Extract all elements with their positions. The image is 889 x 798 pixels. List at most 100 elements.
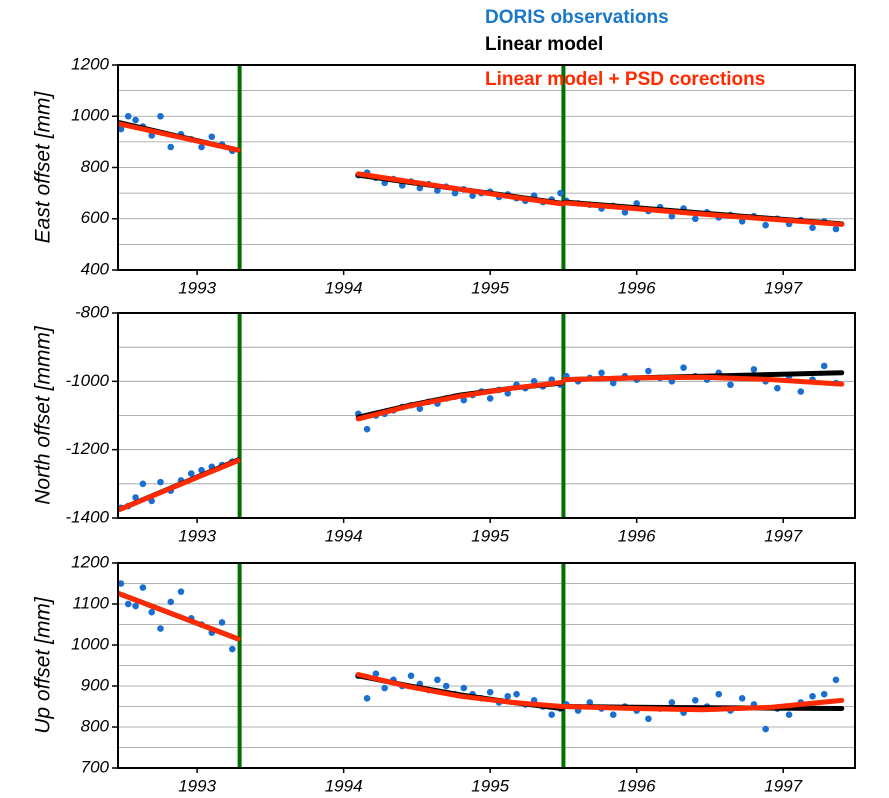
observation-point: [416, 405, 424, 412]
x-tick-label: 1995: [471, 776, 509, 795]
y-tick-label: -1000: [66, 371, 110, 390]
y-tick-label: -1200: [66, 439, 110, 458]
observation-point: [715, 690, 723, 698]
observation-point: [820, 362, 828, 370]
observation-point: [228, 645, 236, 653]
y-axis-label: Up offset [mm]: [32, 596, 55, 734]
observation-point: [451, 189, 459, 197]
observation-point: [139, 584, 147, 591]
observation-point: [727, 381, 734, 389]
observation-point: [117, 580, 125, 587]
observation-point: [621, 209, 629, 216]
panel: 700 800 900 1000 1100 1200 1993 1994 1995 1996 199…: [32, 552, 856, 795]
observation-point: [809, 692, 816, 700]
observation-point: [124, 600, 132, 608]
observation-point: [557, 189, 564, 197]
observation-point: [460, 396, 468, 404]
observation-point: [738, 695, 746, 702]
model-line: [117, 121, 845, 227]
observation-point: [434, 676, 441, 684]
observation-point: [218, 619, 226, 626]
observation-point: [139, 480, 147, 488]
panel: 400 600 800 1000 1200 1993 1994 1995 1996 1997 Eas…: [32, 54, 856, 297]
x-tick-label: 1997: [764, 278, 802, 297]
observation-point: [208, 133, 216, 141]
y-tick-label: 800: [81, 157, 110, 176]
observation-point: [124, 112, 132, 120]
observation-point: [513, 690, 520, 698]
observation-point: [167, 143, 175, 151]
observation-point: [820, 690, 828, 698]
y-axis-label: North offset [mmm]: [32, 325, 55, 505]
x-tick-label: 1995: [471, 526, 509, 545]
observation-point: [609, 379, 617, 387]
x-tick-label: 1994: [325, 278, 363, 297]
x-tick-label: 1993: [178, 776, 216, 795]
x-tick-label: 1996: [618, 278, 656, 297]
x-tick-label: 1996: [618, 526, 656, 545]
observation-point: [363, 695, 371, 702]
observation-point: [132, 602, 139, 610]
observation-point: [372, 670, 380, 677]
observation-point: [363, 425, 371, 433]
model-line: [117, 374, 845, 512]
x-tick-label: 1995: [471, 278, 509, 297]
observation-point: [460, 684, 468, 692]
observation-point: [668, 212, 676, 220]
observation-point: [691, 697, 699, 704]
observation-point: [586, 699, 594, 706]
x-tick-label: 1997: [764, 526, 802, 545]
observation-point: [469, 192, 476, 199]
observation-point: [117, 125, 125, 133]
observation-point: [442, 682, 450, 690]
observation-point: [774, 384, 781, 392]
observation-point: [832, 225, 840, 233]
observation-point: [548, 711, 556, 718]
observation-point: [598, 369, 605, 377]
observation-point: [609, 711, 617, 718]
observation-point: [832, 676, 840, 684]
x-tick-label: 1997: [764, 776, 802, 795]
observation-point: [434, 187, 441, 194]
y-tick-label: 1000: [71, 106, 109, 125]
observation-point: [157, 478, 164, 486]
y-tick-label: 400: [81, 259, 110, 278]
panel: -1400 -1200 -1000 -800 1993 1994 1995 1996 1997 N…: [32, 302, 856, 545]
y-tick-label: 1200: [71, 552, 109, 571]
y-tick-label: 700: [81, 757, 110, 776]
model-line: [117, 591, 845, 713]
y-axis-label: East offset [mm]: [32, 90, 55, 243]
y-tick-label: 600: [81, 208, 110, 227]
observation-point: [668, 699, 676, 706]
observation-point: [797, 388, 805, 395]
y-tick-label: 800: [81, 716, 110, 735]
observation-point: [148, 608, 155, 616]
observation-point: [762, 221, 769, 229]
observation-point: [167, 598, 175, 606]
observation-point: [177, 588, 185, 595]
legend-entry: Linear model + PSD corections: [485, 69, 765, 90]
observation-point: [157, 625, 164, 632]
observation-point: [187, 470, 195, 477]
x-tick-label: 1993: [178, 278, 216, 297]
legend-entry: DORIS observations: [485, 7, 669, 28]
legend-entry: Linear model: [485, 34, 603, 55]
observation-point: [785, 711, 793, 718]
observation-point: [504, 692, 512, 700]
y-tick-label: -800: [75, 302, 110, 321]
y-tick-label: 1200: [71, 54, 109, 73]
observation-point: [132, 494, 139, 501]
observation-point: [645, 367, 652, 375]
observation-point: [633, 200, 640, 207]
observation-point: [486, 688, 494, 696]
observation-point: [750, 366, 758, 373]
x-tick-label: 1994: [325, 526, 363, 545]
y-tick-label: 1100: [72, 593, 109, 612]
observation-point: [198, 143, 205, 151]
plot-frame: [117, 312, 856, 519]
y-tick-label: 900: [81, 675, 110, 694]
y-tick-label: 1000: [71, 634, 109, 653]
observation-point: [157, 112, 164, 120]
x-tick-label: 1994: [325, 776, 363, 795]
observation-point: [407, 672, 415, 680]
